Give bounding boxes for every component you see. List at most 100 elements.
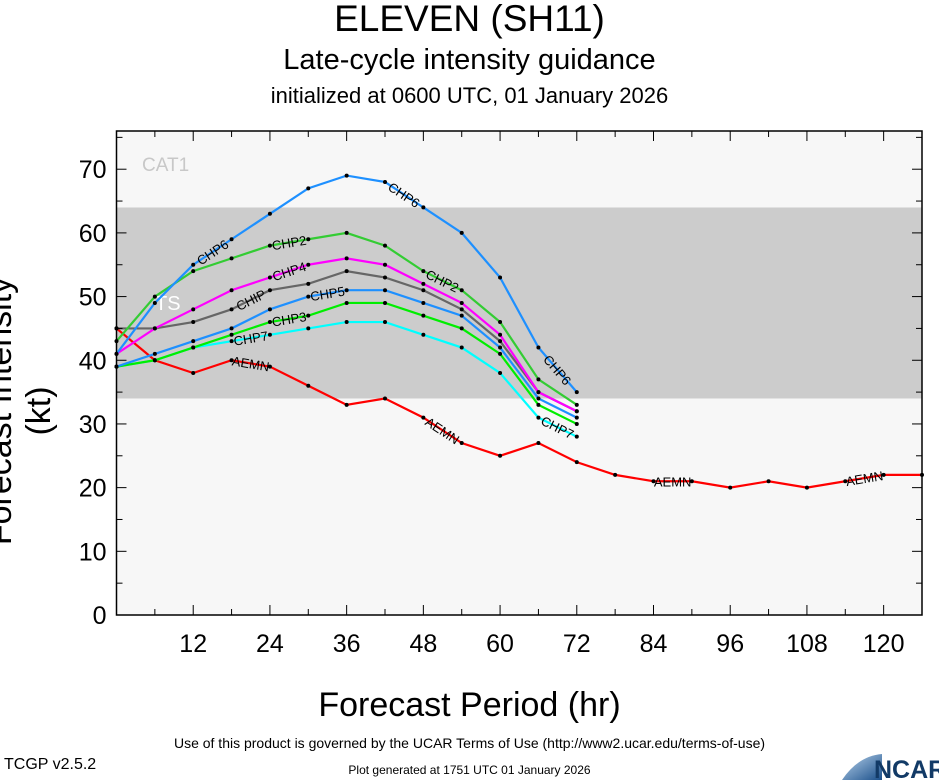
series-chp5: CHP5 xyxy=(114,284,579,420)
data-point xyxy=(306,262,311,267)
data-point xyxy=(421,332,426,337)
version-label: TCGP v2.5.2 xyxy=(4,756,97,773)
data-point xyxy=(267,211,272,216)
data-point xyxy=(536,396,541,401)
series-label: CHP3 xyxy=(271,309,308,329)
data-point xyxy=(498,320,503,325)
data-point xyxy=(152,358,157,363)
data-point xyxy=(498,345,503,350)
data-point xyxy=(306,186,311,191)
svg-text:NCAR: NCAR xyxy=(874,756,939,780)
data-point xyxy=(536,377,541,382)
data-point xyxy=(267,275,272,280)
data-point xyxy=(574,409,579,414)
series-line-aemn xyxy=(115,327,922,489)
data-point xyxy=(383,320,387,325)
data-point xyxy=(498,453,503,458)
data-point xyxy=(306,281,311,286)
data-point xyxy=(459,230,464,235)
data-point xyxy=(536,390,541,395)
band-label-ts: TS xyxy=(155,293,181,315)
data-point xyxy=(306,313,311,318)
data-point xyxy=(229,288,234,293)
data-point xyxy=(152,351,157,356)
x-tick-label: 36 xyxy=(333,630,361,658)
series-label: CHP2 xyxy=(271,233,308,253)
data-point xyxy=(574,390,579,395)
data-point xyxy=(267,307,272,312)
data-point xyxy=(459,307,464,312)
data-point xyxy=(306,326,311,331)
data-point xyxy=(306,294,311,299)
data-point xyxy=(459,326,464,331)
y-tick-label: 0 xyxy=(93,602,107,630)
x-axis-label: Forecast Period (hr) xyxy=(318,686,621,724)
y-tick-label: 50 xyxy=(79,284,107,312)
data-point xyxy=(383,396,387,401)
series-label: CHP7 xyxy=(232,328,269,348)
data-point xyxy=(421,281,426,286)
y-tick-label: 40 xyxy=(79,347,107,375)
data-point xyxy=(152,294,157,299)
data-point xyxy=(344,230,349,235)
x-tick-label: 108 xyxy=(786,630,828,658)
data-point xyxy=(344,300,349,305)
data-point xyxy=(574,415,579,420)
series-chp3: CHP3 xyxy=(114,300,579,426)
data-point xyxy=(536,415,541,420)
data-point xyxy=(344,269,349,274)
band-cat1 xyxy=(116,131,922,208)
data-point xyxy=(574,402,579,407)
data-point xyxy=(229,339,234,344)
data-point xyxy=(344,288,349,293)
y-tick-label: 70 xyxy=(79,156,107,184)
x-tick-label: 72 xyxy=(563,630,591,658)
data-point xyxy=(421,313,426,318)
data-point xyxy=(267,332,272,337)
data-point xyxy=(498,371,503,375)
x-tick-label: 12 xyxy=(179,630,207,658)
generated-time: Plot generated at 1751 UTC 01 January 20… xyxy=(348,763,591,777)
data-point xyxy=(574,421,579,426)
data-point xyxy=(766,479,771,484)
y-tick-label: 10 xyxy=(79,538,107,566)
data-point xyxy=(574,460,579,465)
data-point xyxy=(421,269,426,274)
data-point xyxy=(229,326,234,331)
data-point xyxy=(191,339,196,344)
data-point xyxy=(574,434,579,439)
chart-subtitle: Late-cycle intensity guidance xyxy=(283,44,656,76)
data-point xyxy=(728,485,733,490)
x-tick-label: 96 xyxy=(716,630,744,658)
y-tick-label: 30 xyxy=(79,411,107,439)
data-point xyxy=(229,256,234,261)
data-point xyxy=(191,345,196,350)
data-point xyxy=(536,345,541,350)
data-point xyxy=(498,351,503,356)
terms-of-use: Use of this product is governed by the U… xyxy=(173,735,766,751)
y-tick-label: 60 xyxy=(79,220,107,248)
x-tick-label: 60 xyxy=(486,630,514,658)
series-label: AEMN xyxy=(845,468,885,489)
data-point xyxy=(459,313,464,318)
data-point xyxy=(229,332,234,337)
x-tick-label: 24 xyxy=(256,630,284,658)
data-point xyxy=(344,256,349,261)
data-point xyxy=(459,288,464,293)
data-point xyxy=(191,269,196,274)
data-point xyxy=(536,441,541,446)
data-point xyxy=(881,472,886,477)
data-point xyxy=(689,479,694,484)
data-point xyxy=(267,320,272,325)
data-point xyxy=(344,173,349,178)
data-point xyxy=(191,320,196,325)
data-point xyxy=(383,262,387,267)
data-point xyxy=(306,237,311,242)
data-point xyxy=(152,300,157,305)
data-point xyxy=(229,237,234,242)
data-point xyxy=(267,288,272,293)
data-point xyxy=(152,326,157,331)
data-point xyxy=(536,402,541,407)
data-point xyxy=(344,320,349,325)
